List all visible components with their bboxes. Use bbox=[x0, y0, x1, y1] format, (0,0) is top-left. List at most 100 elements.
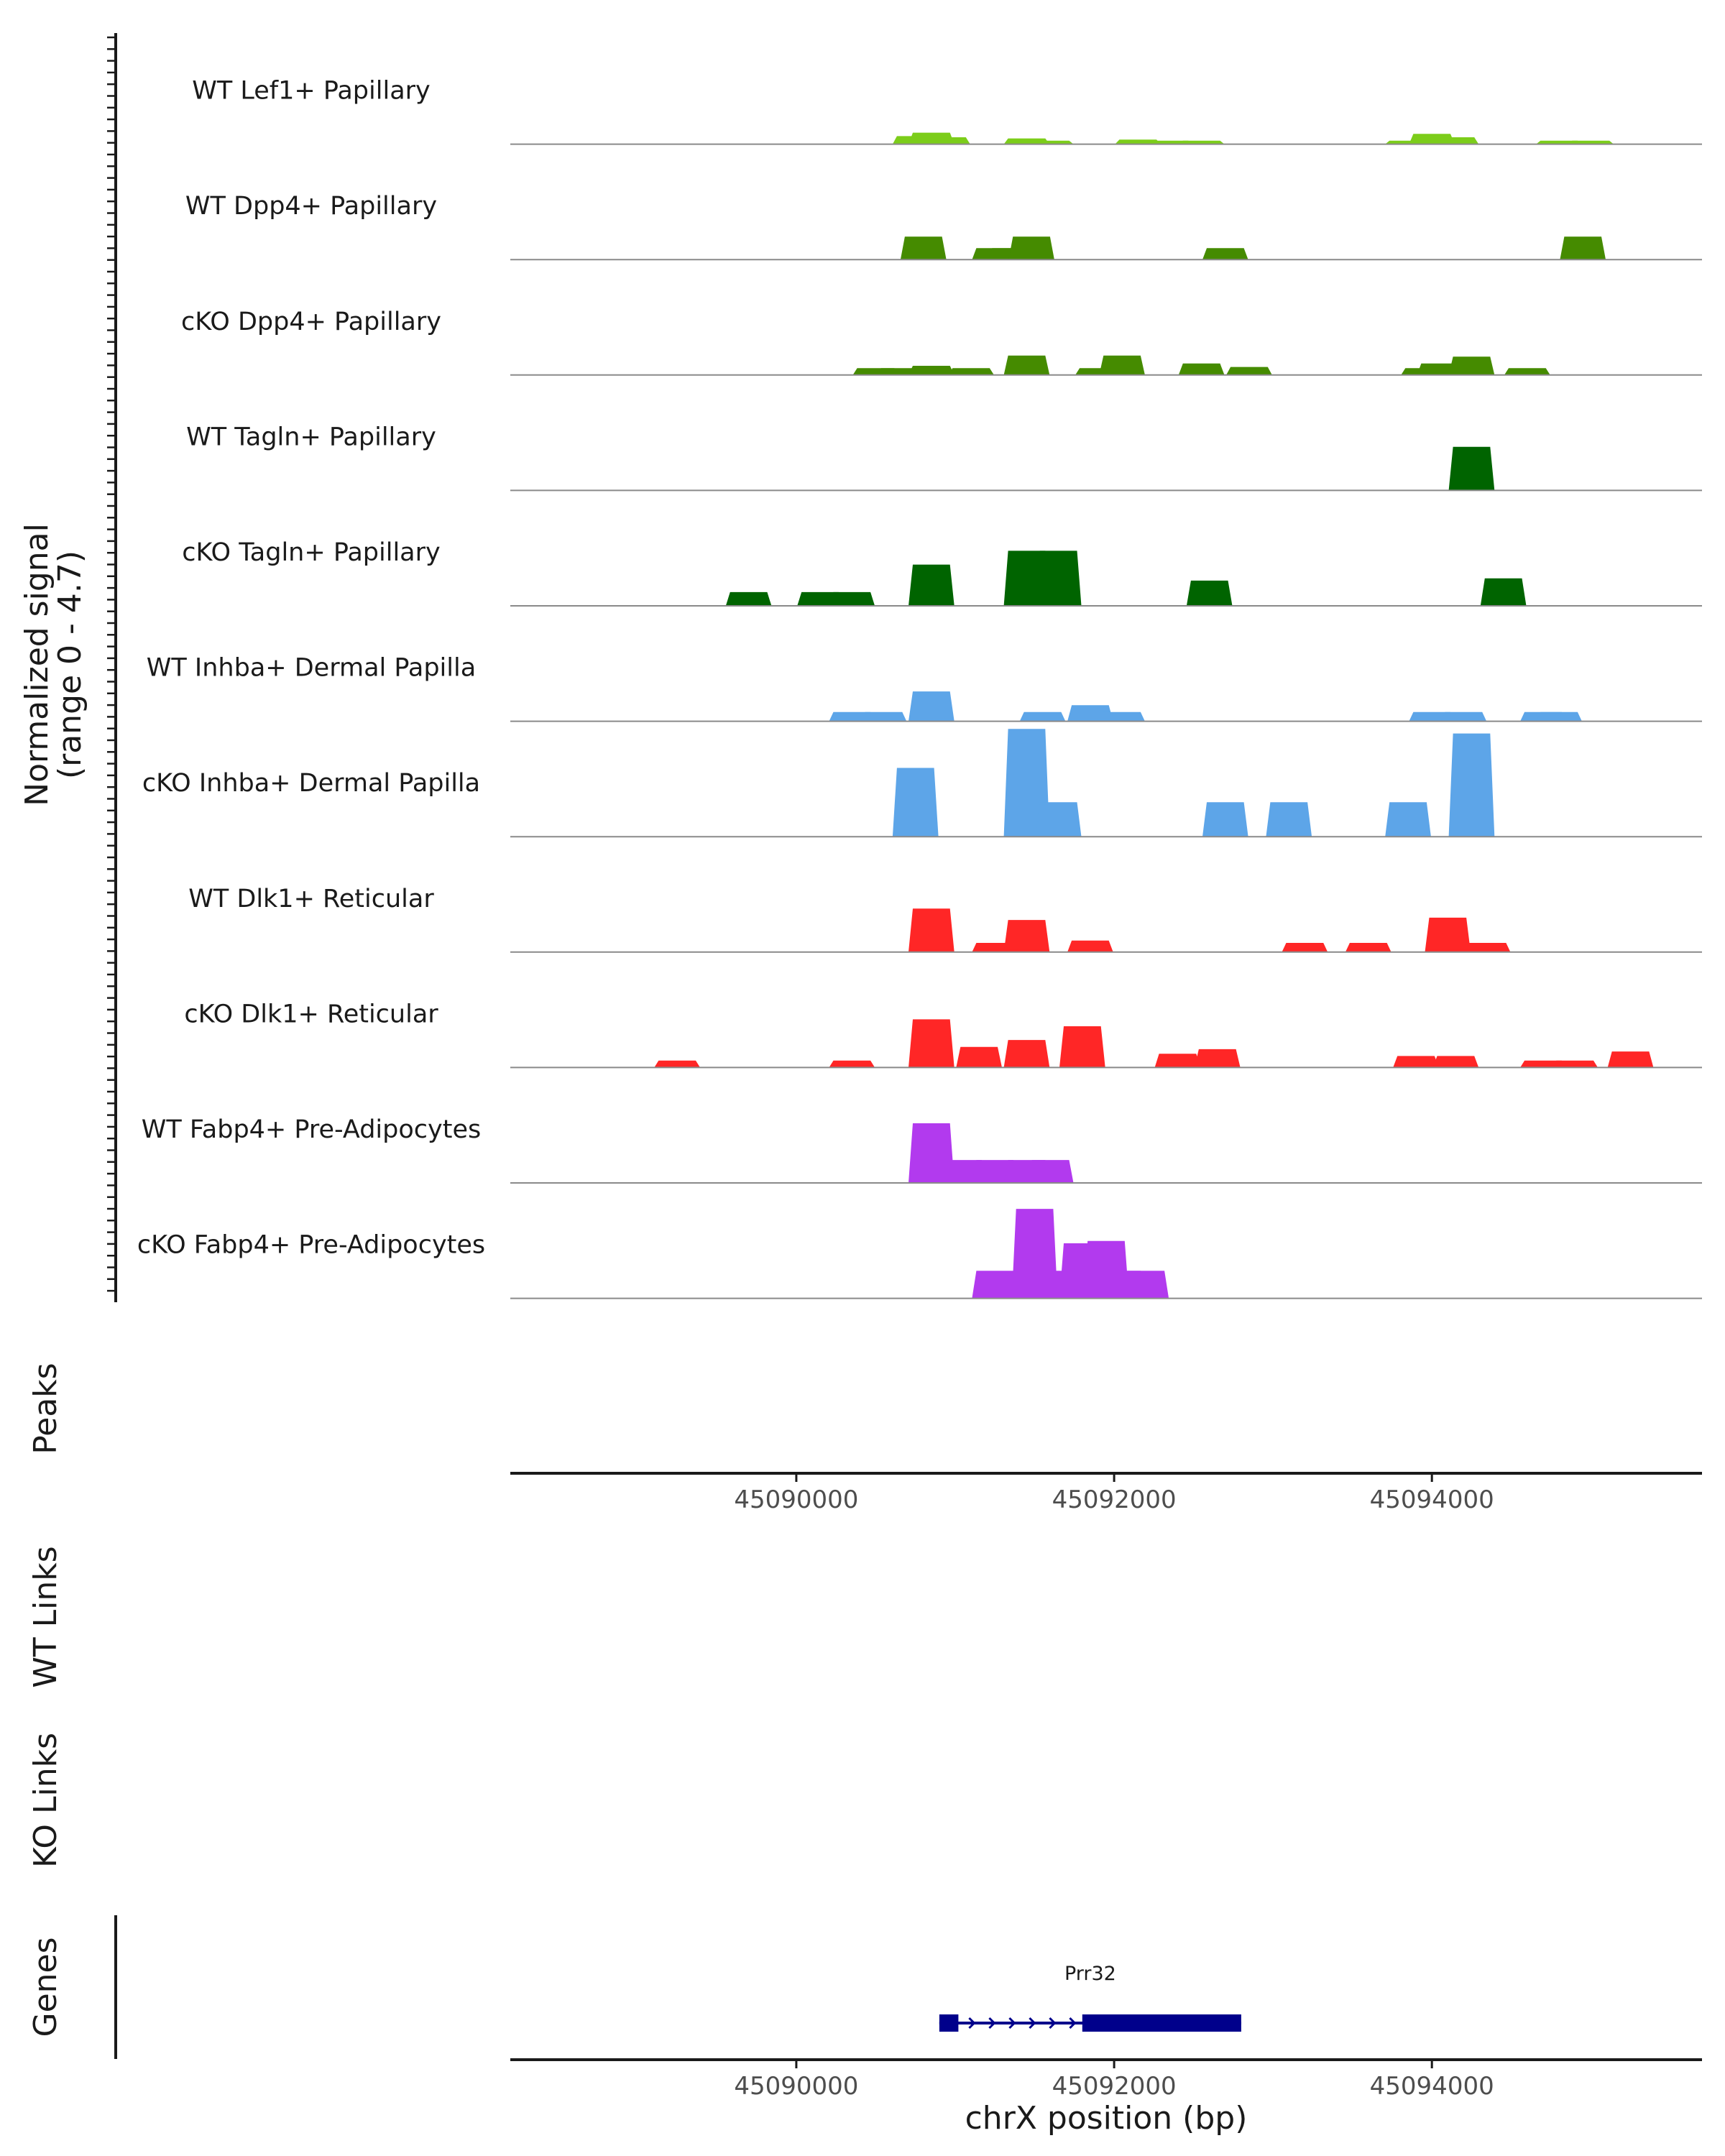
track-label: cKO Inhba+ Dermal Papilla bbox=[142, 769, 480, 798]
signal-peak bbox=[908, 908, 954, 952]
peaks-x-ticks: 45090000 45092000 45094000 bbox=[734, 1473, 1494, 1514]
gene-label: Prr32 bbox=[1064, 1963, 1116, 1985]
signal-peak bbox=[908, 1019, 954, 1068]
genes-x-ticks: 45090000 45092000 45094000 bbox=[734, 2060, 1494, 2101]
signal-peak bbox=[1202, 248, 1248, 260]
signal-peak bbox=[1464, 943, 1511, 952]
signal-peak bbox=[1099, 355, 1145, 375]
signal-peak bbox=[1003, 355, 1050, 375]
track-label: cKO Dlk1+ Reticular bbox=[184, 1000, 438, 1028]
signal-peak bbox=[1178, 363, 1225, 375]
coverage-y-ticks bbox=[107, 36, 116, 1292]
x-tick-label: 45090000 bbox=[734, 2072, 858, 2101]
signal-peak bbox=[1027, 140, 1074, 144]
signal-peak bbox=[1154, 1054, 1201, 1068]
signal-peak bbox=[1504, 368, 1550, 375]
track-label: cKO Dpp4+ Papillary bbox=[181, 308, 441, 336]
signal-peak bbox=[1568, 140, 1614, 144]
signal-peak bbox=[972, 1271, 1018, 1299]
coverage-track: WT Fabp4+ Pre-Adipocytes bbox=[142, 1115, 1702, 1184]
track-label: cKO Fabp4+ Pre-Adipocytes bbox=[137, 1231, 485, 1260]
x-axis-title: chrX position (bp) bbox=[965, 2100, 1248, 2137]
signal-peak bbox=[1393, 1056, 1439, 1068]
genes-panel-title: Genes bbox=[27, 1937, 64, 2037]
wt-links-panel-title: WT Links bbox=[27, 1546, 64, 1687]
signal-peak bbox=[1345, 943, 1392, 952]
track-label: WT Dlk1+ Reticular bbox=[188, 885, 434, 913]
track-label: WT Dpp4+ Papillary bbox=[185, 192, 437, 221]
signal-peak bbox=[725, 591, 772, 606]
signal-peak bbox=[1035, 550, 1082, 606]
signal-peak bbox=[1059, 1026, 1105, 1068]
strand-arrow bbox=[988, 2017, 996, 2030]
y-axis-title-line1: Normalized signal bbox=[19, 523, 55, 806]
coverage-track: cKO Fabp4+ Pre-Adipocytes bbox=[137, 1209, 1702, 1299]
track-label: WT Fabp4+ Pre-Adipocytes bbox=[142, 1115, 481, 1144]
coverage-track: cKO Inhba+ Dermal Papilla bbox=[142, 729, 1702, 838]
coverage-track: WT Inhba+ Dermal Papilla bbox=[147, 654, 1702, 722]
track-label: WT Tagln+ Papillary bbox=[186, 423, 436, 451]
signal-peak bbox=[1480, 578, 1527, 606]
coverage-track: WT Lef1+ Papillary bbox=[192, 77, 1702, 145]
signal-peak bbox=[1560, 236, 1606, 260]
coverage-track: WT Dlk1+ Reticular bbox=[188, 885, 1702, 953]
strand-arrow bbox=[1049, 2017, 1057, 2030]
coverage-track: WT Tagln+ Papillary bbox=[186, 423, 1702, 492]
signal-peak bbox=[1226, 367, 1272, 375]
signal-peak bbox=[1019, 711, 1066, 722]
signal-peak bbox=[1282, 943, 1328, 952]
signal-peak bbox=[1194, 1049, 1241, 1068]
signal-peak bbox=[1448, 446, 1495, 491]
signal-peak bbox=[1027, 1160, 1074, 1183]
signal-peak bbox=[1440, 711, 1487, 722]
signal-peak bbox=[900, 236, 947, 260]
signal-peak bbox=[956, 1046, 1002, 1068]
x-tick-label: 45092000 bbox=[1052, 2072, 1177, 2101]
signal-peak bbox=[1202, 802, 1248, 837]
strand-arrow bbox=[1069, 2017, 1077, 2030]
y-axis-title-line2: (range 0 - 4.7) bbox=[52, 550, 88, 779]
signal-peak bbox=[924, 137, 970, 144]
coverage-track: cKO Dlk1+ Reticular bbox=[184, 1000, 1702, 1069]
coverage-track: cKO Dpp4+ Papillary bbox=[181, 308, 1702, 376]
signal-peak bbox=[908, 564, 954, 606]
signal-peak bbox=[829, 1060, 875, 1068]
signal-peak bbox=[1552, 1060, 1598, 1068]
signal-peak bbox=[1536, 711, 1582, 722]
signal-peak bbox=[1186, 580, 1233, 606]
signal-peak bbox=[908, 1123, 954, 1183]
signal-peak bbox=[1448, 356, 1495, 375]
signal-peak bbox=[1448, 733, 1495, 837]
gene-exon bbox=[939, 2014, 959, 2032]
x-tick-label: 45090000 bbox=[734, 1485, 858, 1514]
strand-arrow bbox=[968, 2017, 976, 2030]
signal-peak bbox=[908, 691, 954, 722]
signal-peak bbox=[908, 366, 954, 375]
signal-peak bbox=[1432, 1056, 1479, 1068]
coverage-track: cKO Tagln+ Papillary bbox=[182, 538, 1702, 607]
signal-peak bbox=[948, 368, 994, 375]
signal-peak bbox=[829, 591, 875, 606]
signal-peak bbox=[1003, 729, 1050, 837]
track-label: WT Inhba+ Dermal Papilla bbox=[147, 654, 476, 683]
track-label: cKO Tagln+ Papillary bbox=[182, 538, 441, 567]
x-tick-label: 45092000 bbox=[1052, 1485, 1177, 1514]
signal-peak bbox=[1035, 802, 1082, 837]
coverage-track: WT Dpp4+ Papillary bbox=[185, 192, 1702, 261]
signal-peak bbox=[1067, 940, 1113, 952]
gene-exon bbox=[1082, 2014, 1241, 2032]
signal-peak bbox=[1008, 236, 1054, 260]
signal-peak bbox=[1003, 920, 1050, 952]
peaks-panel-title: Peaks bbox=[27, 1363, 64, 1454]
signal-peak bbox=[1425, 917, 1471, 952]
signal-peak bbox=[1099, 711, 1145, 722]
signal-peak bbox=[860, 711, 907, 722]
signal-peak bbox=[654, 1060, 700, 1068]
ko-links-panel-title: KO Links bbox=[27, 1733, 64, 1868]
strand-arrow bbox=[1008, 2017, 1016, 2030]
signal-peak bbox=[1003, 1040, 1050, 1068]
signal-peak bbox=[1385, 802, 1431, 837]
signal-peak bbox=[1607, 1051, 1654, 1068]
signal-peak bbox=[1266, 802, 1312, 837]
